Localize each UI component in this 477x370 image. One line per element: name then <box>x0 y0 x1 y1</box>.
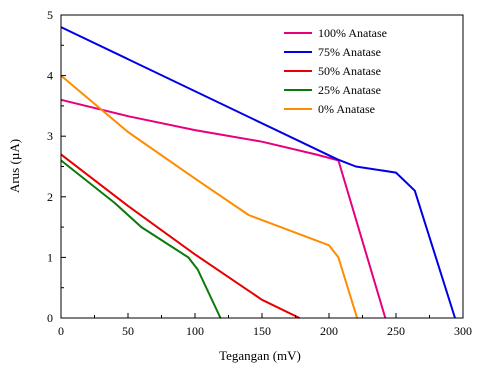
y-tick-label: 5 <box>47 8 53 22</box>
legend-label: 0% Anatase <box>318 102 375 116</box>
x-tick-label: 300 <box>454 324 472 338</box>
plot-lines <box>60 26 456 319</box>
plot-frame <box>60 14 464 319</box>
x-axis: 0 50 100 150 200 250 300 <box>58 313 472 338</box>
y-tick-label: 4 <box>47 69 53 83</box>
x-axis-title: Tegangan (mV) <box>219 348 301 363</box>
legend-label: 50% Anatase <box>318 64 381 78</box>
x-tick-label: 200 <box>320 324 338 338</box>
legend-label: 100% Anatase <box>318 26 387 40</box>
x-tick-label: 100 <box>186 324 204 338</box>
series-line <box>60 153 300 319</box>
series-line <box>60 98 387 319</box>
x-tick-label: 250 <box>387 324 405 338</box>
y-axis-title: Arus (µA) <box>7 139 22 193</box>
y-tick-label: 2 <box>47 190 53 204</box>
series-line <box>60 26 456 319</box>
legend-label: 25% Anatase <box>318 83 381 97</box>
y-tick-label: 3 <box>47 129 53 143</box>
legend-label: 75% Anatase <box>318 45 381 59</box>
y-tick-label: 0 <box>47 311 53 325</box>
x-tick-label: 150 <box>253 324 271 338</box>
legend: 100% Anatase 75% Anatase 50% Anatase 25% An… <box>284 26 387 116</box>
series-line <box>60 74 359 319</box>
x-tick-label: 50 <box>122 324 134 338</box>
y-axis: 0 1 2 3 4 5 <box>47 8 66 325</box>
x-tick-label: 0 <box>58 324 64 338</box>
series-line <box>60 159 222 319</box>
y-tick-label: 1 <box>47 250 53 264</box>
